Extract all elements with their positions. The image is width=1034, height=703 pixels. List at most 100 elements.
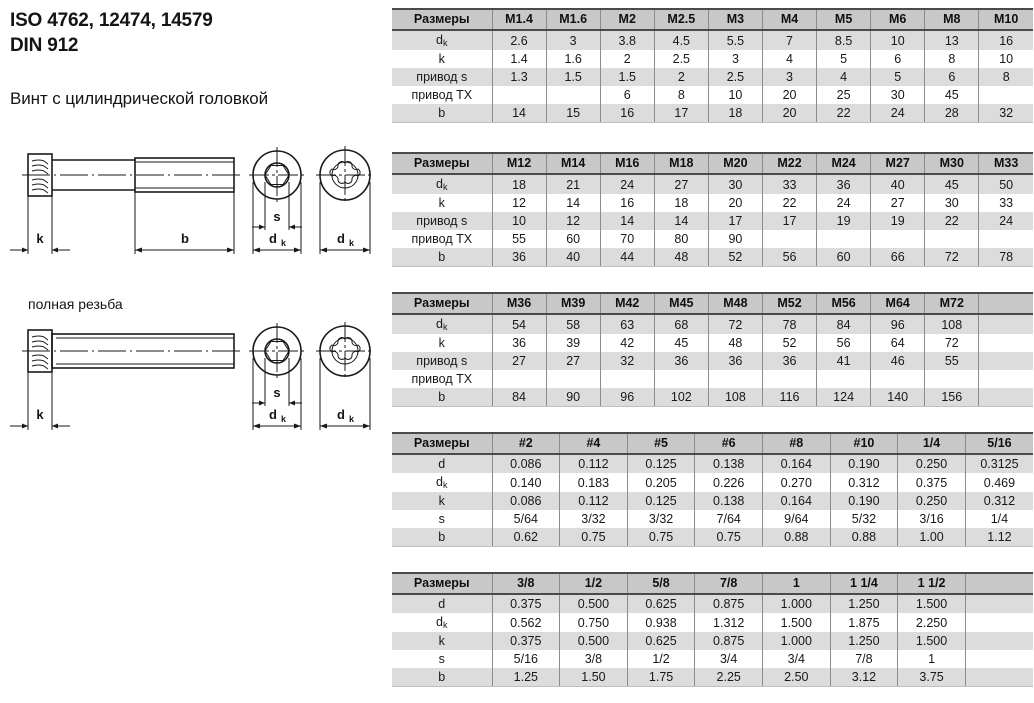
table-cell: 2.5	[707, 68, 763, 86]
table-cell: 48	[707, 334, 763, 352]
table-cell: 0.938	[626, 613, 695, 632]
title-block: ISO 4762, 12474, 14579 DIN 912	[10, 8, 382, 58]
table-cell: 1.500	[897, 632, 966, 650]
table-cell: 10	[707, 86, 763, 104]
column-header-size: #6	[694, 432, 763, 455]
table-cell: 30	[870, 86, 925, 104]
table-cell: 3/32	[626, 510, 695, 528]
table-row: k 12 14 16 18 20 22 24 27 30 33	[392, 194, 1033, 212]
table-cell: 0.164	[762, 454, 831, 473]
table-row: b 36 40 44 48 52 56 60 66 72 78	[392, 248, 1033, 267]
table-cell: 36	[491, 248, 547, 267]
table-cell: 1.6	[545, 50, 601, 68]
row-label: k	[392, 334, 492, 352]
table-cell: 0.250	[897, 492, 966, 510]
tables-panel: Размеры M1.4 M1.6 M2 M2.5 M3 M4 M5 M6 M8 M10 dk 2.6 3…	[392, 0, 1034, 703]
column-header-size: M10	[978, 8, 1033, 31]
table-cell: 33	[978, 194, 1033, 212]
table-cell: 72	[924, 334, 979, 352]
table-cell: 0.190	[829, 454, 898, 473]
table-cell: 16	[599, 104, 655, 123]
table-cell: 30	[707, 174, 763, 194]
table-cell: 2.50	[762, 668, 831, 687]
row-label: dk	[392, 30, 492, 50]
column-header-size: M4	[761, 8, 817, 31]
table-cell: 48	[653, 248, 709, 267]
table-header-row: Размеры M1.4 M1.6 M2 M2.5 M3 M4 M5 M6 M8 M10	[392, 8, 1033, 31]
row-label: привод TX	[392, 230, 492, 248]
row-label: s	[392, 650, 492, 668]
page-subtitle: Винт с цилиндрической головкой	[10, 89, 269, 108]
table-cell: 36	[816, 174, 871, 194]
table-cell: 5	[870, 68, 925, 86]
table-cell: 0.375	[491, 594, 560, 613]
table-cell	[964, 613, 1033, 632]
column-header-size: M36	[491, 292, 547, 315]
row-label: привод s	[392, 68, 492, 86]
drawing-full-thread: k s	[0, 318, 392, 443]
column-header-size: M1.6	[545, 8, 601, 31]
column-header-size: M1.4	[491, 8, 547, 31]
table-cell: 7/64	[694, 510, 763, 528]
table-cell: 52	[707, 248, 763, 267]
table-cell: 0.312	[964, 492, 1033, 510]
table-cell: 3/32	[559, 510, 628, 528]
table-cell: 90	[545, 388, 601, 407]
column-header-size: M24	[816, 152, 871, 175]
table-cell	[924, 370, 979, 388]
table-cell: 96	[599, 388, 655, 407]
table-cell	[964, 632, 1033, 650]
table-row: dk 0.562 0.750 0.938 1.312 1.500 1.875 2.250	[392, 613, 1033, 632]
table-cell: 0.138	[694, 492, 763, 510]
table-cell: 39	[545, 334, 601, 352]
table-cell: 60	[545, 230, 601, 248]
table-cell: 0.88	[762, 528, 831, 547]
table-row: b 1.25 1.50 1.75 2.25 2.50 3.12 3.75	[392, 668, 1033, 687]
table-cell: 124	[816, 388, 871, 407]
table-cell: 84	[816, 314, 871, 334]
table-cell: 10	[870, 30, 925, 50]
table-cell: 78	[761, 314, 817, 334]
table-cell: 24	[978, 212, 1033, 230]
table-cell	[978, 388, 1033, 407]
table-cell: 56	[816, 334, 871, 352]
page-title-line-2: DIN 912	[10, 35, 79, 56]
column-header-label: Размеры	[392, 152, 492, 175]
table-cell: 25	[816, 86, 871, 104]
hex-socket-end-view: s d k	[249, 147, 305, 254]
dimension-label-dk-torx-full: d	[337, 407, 345, 422]
column-header-size: M22	[761, 152, 817, 175]
table-cell: 1.12	[964, 528, 1033, 547]
table-row: d 0.086 0.112 0.125 0.138 0.164 0.190 0.250 0.31…	[392, 454, 1033, 473]
table-cell: 0.250	[897, 454, 966, 473]
table-cell: 5	[816, 50, 871, 68]
dimension-label-s-full: s	[273, 385, 280, 400]
table-row: привод s 1.3 1.5 1.5 2 2.5 3 4 5 6 8	[392, 68, 1033, 86]
row-label: привод TX	[392, 370, 492, 388]
table-cell	[816, 370, 871, 388]
table-cell: 3.75	[897, 668, 966, 687]
dimension-label-dk-hex-sub: k	[281, 238, 287, 248]
table-cell: 20	[707, 194, 763, 212]
table-cell: 3	[545, 30, 601, 50]
column-header-size: M20	[707, 152, 763, 175]
table-cell	[978, 86, 1033, 104]
table-cell: 50	[978, 174, 1033, 194]
row-label: k	[392, 492, 492, 510]
column-header-size: M39	[545, 292, 601, 315]
row-label-subscript: k	[442, 322, 448, 332]
table-cell: 8	[653, 86, 709, 104]
table-cell: 7/8	[829, 650, 898, 668]
column-header-size: M6	[870, 8, 925, 31]
column-header-size: M16	[599, 152, 655, 175]
table-cell	[964, 668, 1033, 687]
table-cell: 1.000	[762, 632, 831, 650]
table-cell: 45	[924, 86, 979, 104]
dimension-label-dk-torx-full-sub: k	[349, 414, 355, 424]
table-cell: 2.5	[653, 50, 709, 68]
table-cell: 102	[653, 388, 709, 407]
table-cell: 1.500	[762, 613, 831, 632]
table-cell: 17	[707, 212, 763, 230]
torx-socket-end-view: d k	[316, 146, 374, 254]
table-row: привод s 10 12 14 14 17 17 19 19 22 24	[392, 212, 1033, 230]
